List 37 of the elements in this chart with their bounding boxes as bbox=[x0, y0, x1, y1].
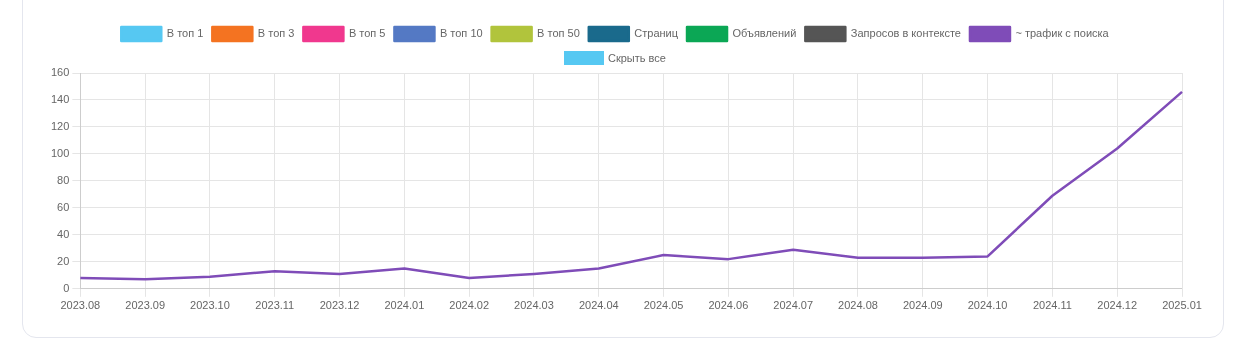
x-tick-label: 2024.07 bbox=[773, 299, 814, 312]
x-tick-label: 2024.06 bbox=[708, 299, 749, 312]
y-tick-label: 100 bbox=[50, 146, 70, 159]
x-tick-label: 2024.09 bbox=[902, 299, 943, 312]
x-tick-label: 2024.11 bbox=[1032, 299, 1072, 312]
legend-label: Запросов в контексте bbox=[850, 27, 961, 40]
legend-label: В топ 1 bbox=[166, 27, 204, 40]
x-tick-label: 2024.10 bbox=[967, 299, 1008, 312]
x-tick-label: 2023.08 bbox=[60, 299, 101, 312]
y-tick-label: 160 bbox=[50, 66, 70, 79]
x-tick-label: 2024.03 bbox=[514, 299, 554, 312]
x-tick-label: 2025.01 bbox=[1162, 299, 1202, 312]
x-tick-label: 2023.11 bbox=[255, 299, 295, 312]
legend-label: Страниц bbox=[634, 27, 679, 40]
x-tick-label: 2023.09 bbox=[125, 299, 166, 312]
x-tick-label: 2024.04 bbox=[578, 299, 619, 312]
x-tick-label: 2024.08 bbox=[838, 299, 878, 312]
y-tick-label: 40 bbox=[57, 227, 70, 240]
legend-label: В топ 3 bbox=[257, 27, 295, 40]
y-tick-label: 60 bbox=[57, 200, 70, 213]
y-tick-label: 140 bbox=[50, 93, 70, 106]
legend-label: В топ 10 bbox=[439, 27, 483, 40]
x-tick-label: 2023.12 bbox=[319, 299, 360, 312]
x-tick-label: 2024.12 bbox=[1097, 299, 1138, 312]
legend-label: В топ 5 bbox=[348, 27, 386, 40]
y-tick-label: 20 bbox=[57, 254, 70, 267]
legend-label: ~ трафик с поиска bbox=[1015, 27, 1110, 40]
y-tick-label: 120 bbox=[50, 119, 70, 132]
legend-label: В топ 50 bbox=[537, 27, 580, 40]
y-tick-label: 0 bbox=[63, 281, 70, 294]
text: Скрыть все bbox=[608, 52, 666, 64]
x-tick-label: 2023.10 bbox=[190, 299, 230, 312]
legend-label: Объявлений bbox=[732, 27, 797, 40]
x-tick-label: 2024.02 bbox=[449, 299, 490, 312]
x-tick-label: 2024.05 bbox=[643, 299, 684, 312]
y-tick-label: 80 bbox=[57, 173, 70, 186]
x-tick-label: 2024.01 bbox=[384, 299, 425, 312]
